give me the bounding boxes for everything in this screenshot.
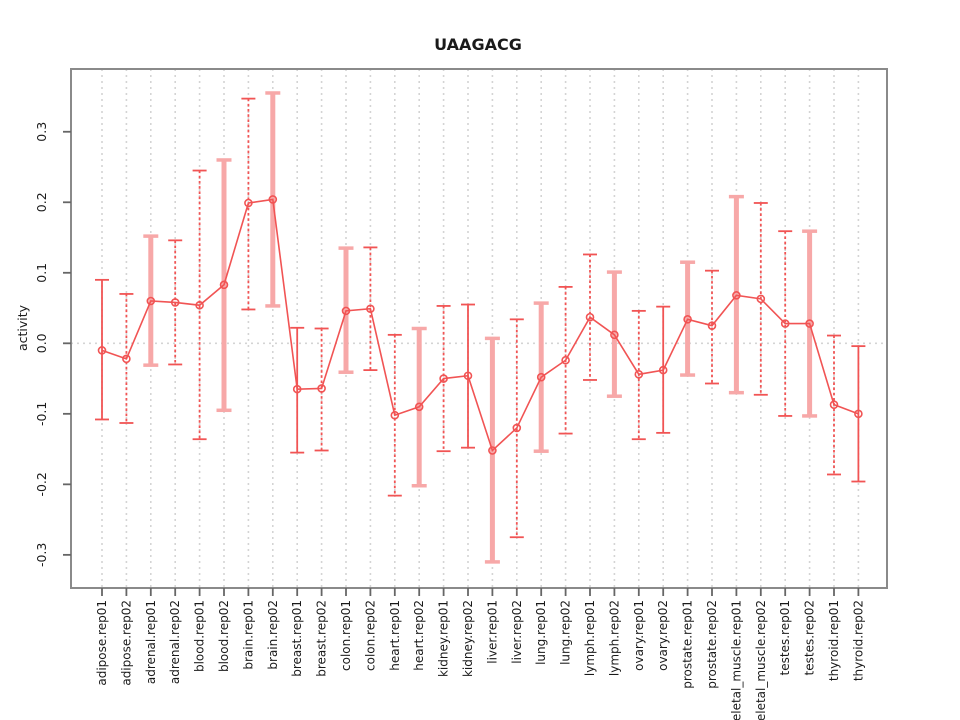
data-point-marker <box>512 423 522 433</box>
data-point-marker <box>439 374 448 383</box>
x-tick-label: adipose.rep02 <box>119 600 133 686</box>
data-point-marker <box>488 446 497 455</box>
axis-ticks <box>63 130 860 596</box>
data-point-marker <box>536 372 546 382</box>
data-point-marker <box>341 306 351 316</box>
data-point-marker <box>414 402 424 412</box>
y-axis-label: activity <box>15 304 30 351</box>
data-point-marker <box>390 410 400 420</box>
x-tick-label: thyroid.rep02 <box>851 600 865 681</box>
y-tick-label: 0.0 <box>34 333 49 353</box>
plot-frame-box <box>70 68 888 589</box>
data-point-marker <box>658 365 668 375</box>
x-tick-label: thyroid.rep01 <box>827 600 841 681</box>
data-point-marker <box>683 315 692 324</box>
x-tick-label: blood.rep01 <box>193 600 207 672</box>
x-tick-label: lung.rep01 <box>534 600 548 665</box>
x-tick-label: adrenal.rep02 <box>168 600 182 684</box>
data-point-marker <box>146 296 156 306</box>
x-tick-label: breast.rep02 <box>315 600 329 677</box>
data-point-marker <box>122 354 131 364</box>
x-tick-label: brain.rep01 <box>241 600 255 670</box>
data-point-marker <box>634 370 644 379</box>
error-bars <box>95 91 866 564</box>
series-markers <box>97 195 863 455</box>
data-point-marker <box>732 291 741 300</box>
data-point-marker <box>366 304 375 314</box>
x-tick-label: liver.rep01 <box>485 600 499 664</box>
x-tick-label: prostate.rep02 <box>705 600 719 689</box>
data-point-marker <box>805 319 814 328</box>
x-tick-label: adipose.rep01 <box>95 600 109 686</box>
y-tick-label: 0.2 <box>34 192 49 212</box>
data-point-marker <box>195 300 204 310</box>
data-point-marker <box>244 198 253 208</box>
data-point-marker <box>561 355 570 365</box>
x-tick-label: prostate.rep01 <box>681 600 695 689</box>
x-tick-label: skeletal_muscle.rep02 <box>754 600 768 720</box>
data-point-marker <box>780 319 790 328</box>
data-point-marker <box>219 280 229 290</box>
x-tick-label: skeletal_muscle.rep01 <box>729 600 743 720</box>
x-tick-label: heart.rep01 <box>388 600 402 671</box>
y-tick-label: -0.2 <box>34 472 49 496</box>
gridlines <box>71 69 887 588</box>
data-point-marker <box>170 298 180 307</box>
series-line <box>101 198 859 452</box>
chart-title: UAAGACG <box>434 35 522 54</box>
x-tick-label: lymph.rep02 <box>607 600 621 676</box>
data-point-marker <box>292 384 302 394</box>
axis-tick-labels: -0.3 -0.2 -0.1 0.0 0.1 0.2 0.3 adipose.rep01 adi… <box>34 122 865 720</box>
x-tick-label: kidney.rep02 <box>461 600 475 677</box>
x-tick-label: lymph.rep01 <box>583 600 597 676</box>
data-point-marker <box>756 294 766 304</box>
data-point-marker <box>97 346 107 355</box>
x-tick-label: lung.rep02 <box>559 600 573 665</box>
x-tick-label: blood.rep02 <box>217 600 231 672</box>
series-polyline <box>101 198 859 452</box>
x-tick-label: colon.rep01 <box>339 600 353 671</box>
y-tick-label: 0.1 <box>34 263 49 283</box>
data-point-marker <box>585 312 595 322</box>
data-point-marker <box>317 384 326 393</box>
x-tick-label: liver.rep02 <box>510 600 524 664</box>
x-tick-label: colon.rep02 <box>363 600 377 671</box>
y-tick-label: -0.1 <box>34 402 49 426</box>
plot-frame <box>70 68 888 589</box>
x-tick-label: testes.rep01 <box>778 600 792 675</box>
data-point-marker <box>854 409 863 419</box>
x-tick-label: kidney.rep01 <box>437 600 451 677</box>
data-point-marker <box>268 195 278 204</box>
x-tick-label: brain.rep02 <box>266 600 280 670</box>
data-point-marker <box>463 371 473 381</box>
data-point-marker <box>610 330 619 340</box>
x-tick-label: ovary.rep01 <box>632 600 646 671</box>
x-tick-label: testes.rep02 <box>803 600 817 675</box>
x-tick-label: adrenal.rep01 <box>144 600 158 684</box>
y-tick-label: 0.3 <box>34 122 49 142</box>
x-tick-label: ovary.rep02 <box>656 600 670 671</box>
x-tick-label: breast.rep01 <box>290 600 304 677</box>
x-tick-label: heart.rep02 <box>412 600 426 671</box>
data-point-marker <box>829 400 839 409</box>
data-point-marker <box>707 321 717 330</box>
y-tick-label: -0.3 <box>34 543 49 567</box>
